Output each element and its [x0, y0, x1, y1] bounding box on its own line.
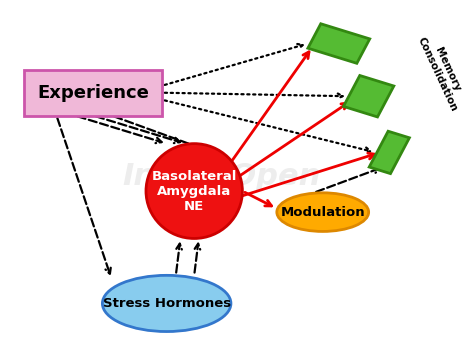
Text: Stress Hormones: Stress Hormones: [102, 297, 231, 310]
Ellipse shape: [102, 275, 231, 332]
Bar: [344, 75, 394, 117]
Text: Basolateral
Amygdala
NE: Basolateral Amygdala NE: [152, 170, 237, 212]
Text: IntechOpen: IntechOpen: [123, 162, 321, 192]
Text: Experience: Experience: [37, 84, 149, 102]
Bar: [308, 24, 370, 63]
Ellipse shape: [277, 193, 369, 232]
Ellipse shape: [146, 144, 242, 239]
FancyBboxPatch shape: [24, 70, 162, 115]
Text: Memory
Consolidation: Memory Consolidation: [415, 30, 469, 113]
Bar: [369, 131, 410, 173]
Text: Modulation: Modulation: [281, 206, 365, 219]
